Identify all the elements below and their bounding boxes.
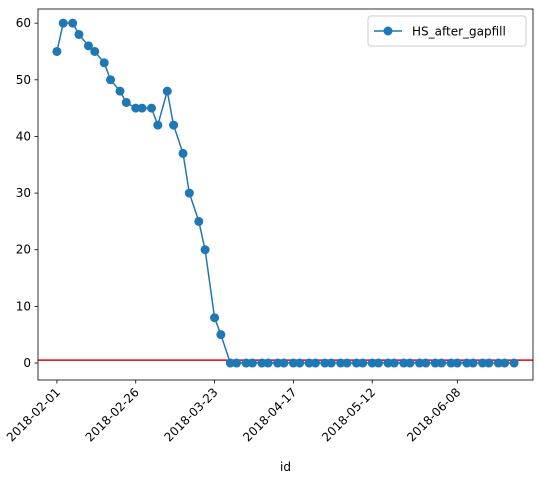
legend-marker-swatch	[383, 26, 393, 36]
data-point	[52, 46, 62, 56]
legend-label: HS_after_gapfill	[412, 25, 506, 39]
data-point	[374, 358, 384, 368]
y-tick-label: 10	[16, 299, 31, 313]
data-point	[184, 188, 194, 198]
data-point	[389, 358, 399, 368]
data-point	[358, 358, 368, 368]
data-point	[257, 358, 267, 368]
y-tick-label: 20	[16, 243, 31, 257]
data-point	[421, 358, 431, 368]
data-point	[320, 358, 330, 368]
data-point	[225, 358, 235, 368]
data-point	[147, 103, 157, 113]
data-point	[194, 216, 204, 226]
data-point	[83, 41, 93, 51]
data-point	[351, 358, 361, 368]
data-point	[430, 358, 440, 368]
data-point	[310, 358, 320, 368]
data-point	[462, 358, 472, 368]
x-axis-label: id	[280, 460, 291, 474]
data-point	[437, 358, 447, 368]
data-point	[131, 103, 141, 113]
data-point	[247, 358, 257, 368]
data-point	[74, 29, 84, 39]
data-point	[169, 120, 179, 130]
data-point	[216, 330, 226, 340]
data-point	[162, 86, 172, 96]
data-point	[452, 358, 462, 368]
data-point	[295, 358, 305, 368]
data-point	[342, 358, 352, 368]
series-layer	[52, 18, 519, 368]
data-point	[99, 58, 109, 68]
data-point	[241, 358, 251, 368]
data-point	[279, 358, 289, 368]
plot-frame	[37, 8, 534, 381]
data-point	[121, 97, 131, 107]
y-tick-label: 0	[23, 356, 31, 370]
data-point	[493, 358, 503, 368]
y-tick-label: 50	[16, 73, 31, 87]
data-point	[500, 358, 510, 368]
data-point	[414, 358, 424, 368]
data-point	[58, 18, 68, 28]
data-point	[484, 358, 494, 368]
plot-background	[38, 9, 533, 380]
data-point	[263, 358, 273, 368]
data-point	[468, 358, 478, 368]
legend-box	[367, 15, 527, 47]
data-point	[115, 86, 125, 96]
data-point	[399, 358, 409, 368]
data-point	[232, 358, 242, 368]
data-point	[90, 46, 100, 56]
y-tick-label: 30	[16, 186, 31, 200]
data-point	[288, 358, 298, 368]
data-point	[137, 103, 147, 113]
data-point	[210, 313, 220, 323]
data-point	[478, 358, 488, 368]
data-point	[273, 358, 283, 368]
data-point	[383, 358, 393, 368]
data-point	[200, 245, 210, 255]
data-point	[405, 358, 415, 368]
y-tick-label: 40	[16, 129, 31, 143]
data-point	[367, 358, 377, 368]
data-point	[336, 358, 346, 368]
legend: HS_after_gapfill	[367, 15, 527, 47]
data-point	[446, 358, 456, 368]
y-axis: 0 10 20 30 40 50 60	[16, 16, 38, 370]
data-point	[509, 358, 519, 368]
plot-area	[37, 8, 534, 381]
data-point	[178, 148, 188, 158]
data-point	[106, 75, 116, 85]
data-point	[153, 120, 163, 130]
y-tick-label: 60	[16, 16, 31, 30]
data-point	[68, 18, 78, 28]
data-point	[304, 358, 314, 368]
data-point	[326, 358, 336, 368]
